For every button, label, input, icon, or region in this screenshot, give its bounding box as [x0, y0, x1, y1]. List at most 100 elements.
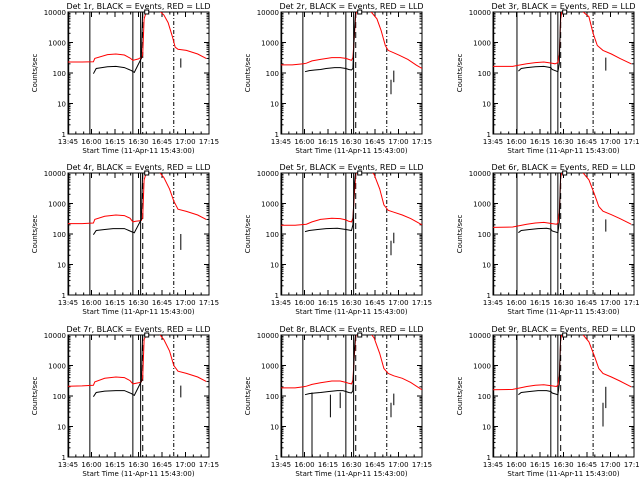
x-tick-label: 16:30 [553, 461, 573, 469]
x-tick-label: 17:15 [624, 299, 640, 307]
peak-marker [357, 332, 363, 338]
x-tick-label: 16:30 [553, 299, 573, 307]
events-series-line [304, 12, 357, 73]
y-tick-label: 10 [482, 101, 491, 109]
events-series-line [518, 173, 562, 234]
x-tick-label: 16:45 [577, 299, 597, 307]
x-tick-label: 16:00 [294, 138, 314, 146]
x-tick-label: 16:45 [577, 461, 597, 469]
events-series-line [304, 173, 356, 233]
x-tick-label: 17:00 [388, 299, 408, 307]
y-tick-label: 100 [53, 70, 66, 78]
events-series-line [304, 335, 357, 396]
peak-marker [562, 170, 568, 176]
x-tick-label: 17:00 [600, 461, 620, 469]
panel: Det 4r, BLACK = Events, RED = LLD 1 10 100 1… [31, 163, 219, 316]
y-axis-label: Counts/sec [456, 377, 464, 416]
chart-title: Det 3r, BLACK = Events, RED = LLD [491, 2, 635, 11]
x-tick-label: 16:00 [294, 299, 314, 307]
peak-marker [144, 9, 150, 15]
x-tick-label: 16:00 [81, 299, 101, 307]
peak-marker [144, 170, 150, 176]
x-tick-label: 16:15 [318, 461, 338, 469]
y-axis-label: Counts/sec [456, 215, 464, 254]
x-tick-label: 17:00 [175, 461, 195, 469]
x-tick-label: 16:30 [128, 138, 148, 146]
x-tick-label: 16:15 [530, 138, 550, 146]
x-tick-label: 16:45 [152, 138, 172, 146]
x-axis-label: Start Time (11-Apr-11 15:43:00) [295, 470, 407, 478]
peak-marker [357, 9, 363, 15]
x-tick-label: 16:00 [81, 461, 101, 469]
lld-series-line [493, 173, 632, 228]
panel: Det 1r, BLACK = Events, RED = LLD 1 10 100 1… [31, 2, 219, 155]
events-series-line [518, 12, 562, 73]
x-tick-label: 16:45 [577, 138, 597, 146]
x-tick-label: 17:00 [175, 299, 195, 307]
y-tick-label: 10000 [469, 332, 491, 340]
x-tick-label: 17:15 [624, 138, 640, 146]
x-tick-label: 13:45 [58, 299, 78, 307]
x-tick-label: 13:45 [271, 461, 291, 469]
x-tick-label: 17:15 [199, 461, 219, 469]
x-tick-label: 17:00 [600, 299, 620, 307]
x-tick-label: 16:00 [81, 138, 101, 146]
y-tick-label: 100 [266, 393, 279, 401]
y-tick-label: 1 [487, 454, 491, 462]
x-tick-label: 13:45 [58, 138, 78, 146]
y-axis-label: Counts/sec [244, 54, 252, 93]
plot-frame [492, 334, 635, 458]
y-tick-label: 100 [478, 70, 491, 78]
x-axis-label: Start Time (11-Apr-11 15:43:00) [82, 470, 194, 478]
peak-marker [144, 332, 150, 338]
y-tick-label: 100 [478, 393, 491, 401]
y-axis-label: Counts/sec [31, 215, 39, 254]
x-axis-label: Start Time (11-Apr-11 15:43:00) [507, 147, 619, 155]
y-tick-label: 1000 [261, 40, 279, 48]
x-axis-label: Start Time (11-Apr-11 15:43:00) [295, 147, 407, 155]
x-tick-label: 17:15 [199, 138, 219, 146]
lld-series-line [68, 335, 207, 387]
y-axis-label: Counts/sec [31, 54, 39, 93]
events-series-line [518, 335, 562, 396]
panel: Det 8r, BLACK = Events, RED = LLD 1 10 100 1… [244, 325, 432, 478]
y-tick-label: 10 [482, 424, 491, 432]
x-tick-label: 13:45 [483, 299, 503, 307]
x-tick-label: 16:45 [365, 299, 385, 307]
x-axis-label: Start Time (11-Apr-11 15:43:00) [82, 308, 194, 316]
y-tick-label: 10000 [257, 9, 279, 17]
x-tick-label: 16:30 [341, 138, 361, 146]
x-tick-label: 16:15 [530, 461, 550, 469]
chart-title: Det 4r, BLACK = Events, RED = LLD [66, 163, 210, 172]
chart-title: Det 5r, BLACK = Events, RED = LLD [279, 163, 423, 172]
x-tick-label: 16:30 [341, 299, 361, 307]
x-tick-label: 16:15 [105, 299, 125, 307]
lld-series-line [68, 12, 207, 63]
y-tick-label: 100 [53, 231, 66, 239]
peak-marker [562, 9, 568, 15]
x-tick-label: 17:00 [175, 138, 195, 146]
x-tick-label: 16:45 [365, 461, 385, 469]
x-tick-label: 17:15 [412, 138, 432, 146]
x-tick-label: 13:45 [483, 461, 503, 469]
y-tick-label: 1000 [473, 363, 491, 371]
x-tick-label: 13:45 [271, 299, 291, 307]
y-tick-label: 10000 [257, 332, 279, 340]
chart-title: Det 8r, BLACK = Events, RED = LLD [279, 325, 423, 334]
x-tick-label: 16:00 [294, 461, 314, 469]
panel: Det 7r, BLACK = Events, RED = LLD 1 10 100 1… [31, 325, 219, 478]
chart-title: Det 9r, BLACK = Events, RED = LLD [491, 325, 635, 334]
x-axis-label: Start Time (11-Apr-11 15:43:00) [295, 308, 407, 316]
x-tick-label: 17:15 [624, 461, 640, 469]
x-axis-label: Start Time (11-Apr-11 15:43:00) [507, 308, 619, 316]
y-tick-label: 10 [270, 101, 279, 109]
y-tick-label: 1000 [261, 201, 279, 209]
y-tick-label: 10 [57, 262, 66, 270]
y-tick-label: 100 [478, 231, 491, 239]
y-tick-label: 10000 [44, 332, 66, 340]
chart-title: Det 6r, BLACK = Events, RED = LLD [491, 163, 635, 172]
y-tick-label: 10000 [44, 170, 66, 178]
plot-frame [492, 172, 635, 296]
